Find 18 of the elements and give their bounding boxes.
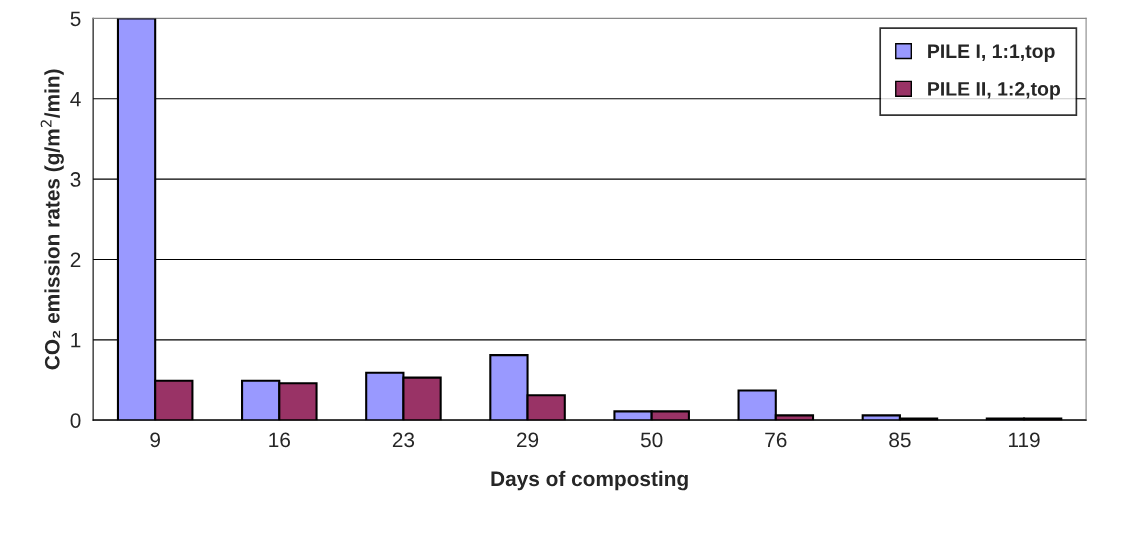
y-tick-label: 1 <box>71 333 81 348</box>
x-tick-label: 50 <box>640 432 663 448</box>
x-tick-label: 85 <box>889 432 911 448</box>
x-tick-label: 119 <box>1009 432 1040 448</box>
y-tick-label: 2 <box>70 252 81 268</box>
y-tick-label: 4 <box>70 91 81 107</box>
y-axis-title: CO₂ emission rates (g/m$^{2}$/min) <box>40 69 64 370</box>
x-tick-label: 9 <box>150 432 160 448</box>
x-tick-label: 16 <box>269 432 290 448</box>
y-tick-label: 5 <box>70 11 81 27</box>
x-axis-title: Days of composting <box>491 470 688 491</box>
x-tick-label: 29 <box>517 432 539 448</box>
legend-label: PILE I, 1:1,top <box>928 44 1055 62</box>
y-tick-label: 0 <box>70 413 81 428</box>
x-tick-label: 23 <box>392 432 415 448</box>
legend-label: PILE II, 1:2,top <box>928 81 1061 100</box>
y-tick-label: 3 <box>70 172 81 187</box>
x-tick-label: 76 <box>765 432 787 448</box>
